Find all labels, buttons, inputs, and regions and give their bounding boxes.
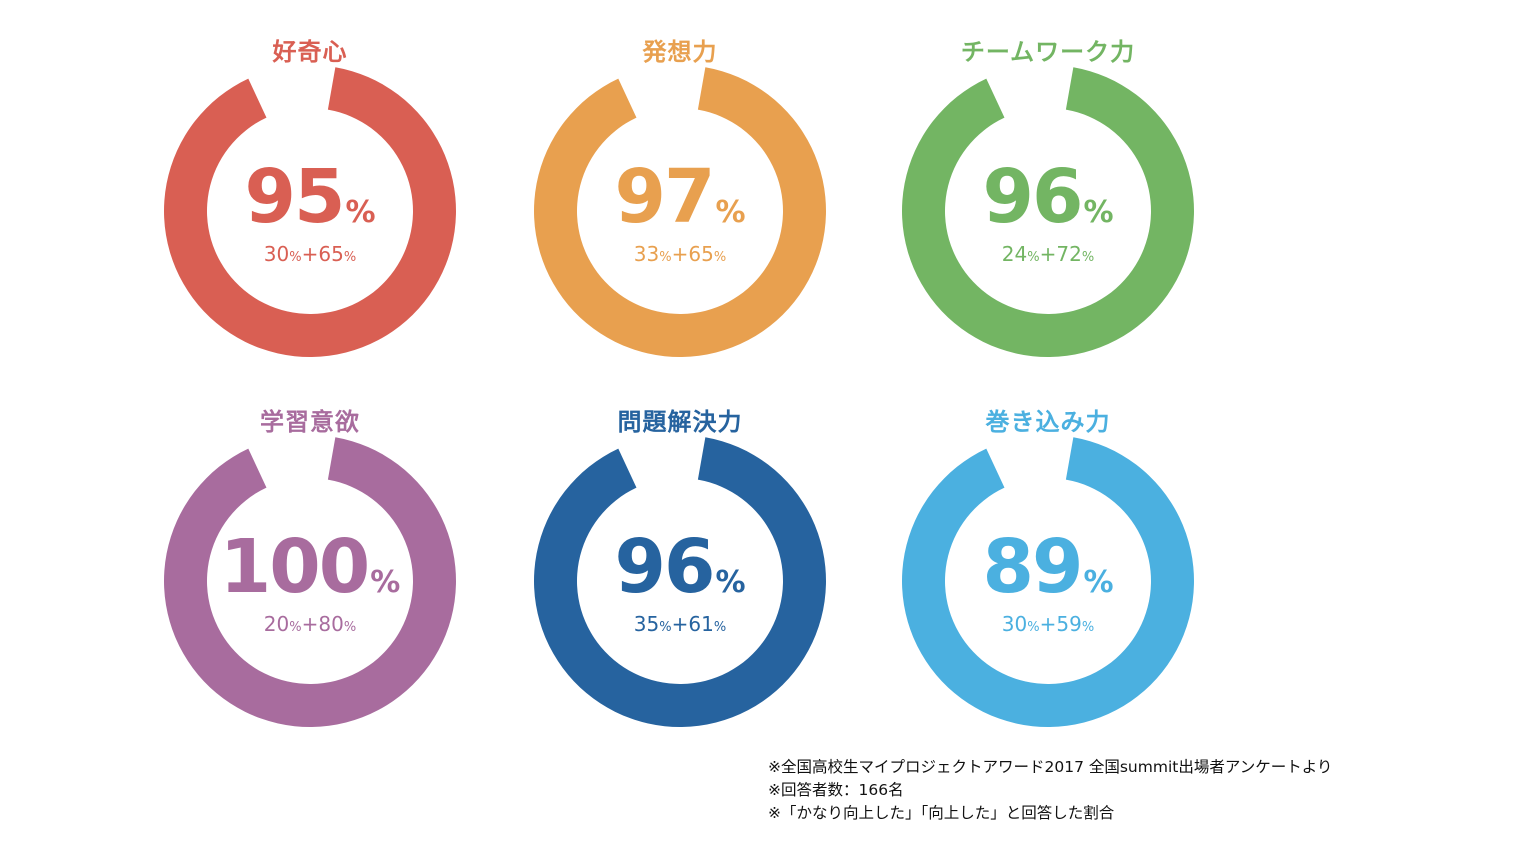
donut-value: 96 (982, 154, 1083, 240)
footnote-respondents: ※回答者数：166名 (768, 781, 904, 799)
donut-ring-svg (902, 437, 1194, 727)
donut-title: 学習意欲 (260, 408, 360, 436)
donut-center-value: 95% (160, 160, 460, 234)
donut-chart-2: 発想力 97% 33%+65% (530, 0, 830, 357)
breakdown-plus: + (671, 242, 689, 266)
donut-ring-svg (902, 67, 1194, 357)
donut-chart-6: 巻き込み力 89% 30%+59% (898, 370, 1198, 727)
breakdown-unit: % (1027, 620, 1040, 635)
breakdown-value: 61 (688, 612, 714, 636)
donut-ring-svg (534, 437, 826, 727)
donut-breakdown: 24%+72% (898, 242, 1198, 266)
donut-chart-1: 好奇心 95% 30%+65% (160, 0, 460, 357)
breakdown-unit: % (713, 620, 727, 635)
breakdown-value: 24 (1001, 242, 1028, 266)
breakdown-value: 59 (1056, 612, 1082, 636)
donut-value-unit: % (715, 195, 746, 230)
breakdown-unit: % (713, 250, 727, 265)
donut-ring-svg (164, 437, 457, 727)
donut-center-value: 89% (898, 530, 1198, 604)
donut-value: 95 (244, 154, 345, 240)
donut-center-value: 100% (160, 530, 460, 604)
donut-title: チームワーク力 (960, 38, 1136, 66)
donut-ring (902, 437, 1194, 727)
breakdown-unit: % (659, 250, 672, 265)
donut-ring-svg (534, 67, 826, 357)
breakdown-unit: % (659, 620, 672, 635)
donut-ring (902, 67, 1194, 357)
donut-center-value: 96% (898, 160, 1198, 234)
donut-title: 好奇心 (272, 38, 348, 66)
donut-ring (534, 437, 826, 727)
breakdown-plus: + (671, 612, 689, 636)
donut-value-unit: % (370, 565, 401, 600)
breakdown-plus: + (301, 612, 319, 636)
breakdown-value: 33 (633, 242, 660, 266)
donut-breakdown: 33%+65% (530, 242, 830, 266)
breakdown-value: 65 (688, 242, 714, 266)
breakdown-plus: + (1039, 242, 1057, 266)
donut-chart-3: チームワーク力 96% 24%+72% (898, 0, 1198, 357)
breakdown-value: 35 (633, 612, 660, 636)
breakdown-unit: % (289, 250, 302, 265)
donut-center-value: 96% (530, 530, 830, 604)
breakdown-value: 65 (318, 242, 344, 266)
breakdown-value: 30 (1001, 612, 1028, 636)
donut-value: 89 (982, 524, 1083, 610)
donut-value-unit: % (1083, 565, 1114, 600)
donut-title: 発想力 (642, 38, 718, 66)
breakdown-value: 72 (1056, 242, 1082, 266)
breakdown-unit: % (343, 620, 357, 635)
donut-chart-5: 問題解決力 96% 35%+61% (530, 370, 830, 727)
donut-breakdown: 20%+80% (160, 612, 460, 636)
donut-value: 96 (614, 524, 715, 610)
donut-breakdown: 30%+59% (898, 612, 1198, 636)
donut-ring (534, 67, 826, 357)
breakdown-plus: + (1039, 612, 1057, 636)
donut-breakdown: 30%+65% (160, 242, 460, 266)
breakdown-value: 30 (263, 242, 290, 266)
donut-value-unit: % (345, 195, 376, 230)
donut-chart-4: 学習意欲 100% 20%+80% (160, 370, 460, 727)
breakdown-unit: % (343, 250, 357, 265)
footnotes: ※全国高校生マイプロジェクトアワード2017 全国summit出場者アンケートよ… (768, 756, 1508, 825)
donut-ring (164, 67, 457, 357)
donut-value: 97 (614, 154, 715, 240)
donut-breakdown: 35%+61% (530, 612, 830, 636)
breakdown-unit: % (1081, 620, 1095, 635)
footnote-definition: ※「かなり向上した」「向上した」と回答した割合 (768, 804, 1115, 822)
footnote-source: ※全国高校生マイプロジェクトアワード2017 全国summit出場者アンケートよ… (768, 758, 1333, 776)
breakdown-plus: + (301, 242, 319, 266)
breakdown-unit: % (289, 620, 302, 635)
donut-center-value: 97% (530, 160, 830, 234)
donut-value-unit: % (715, 565, 746, 600)
breakdown-value: 20 (263, 612, 290, 636)
breakdown-value: 80 (318, 612, 344, 636)
donut-value-unit: % (1083, 195, 1114, 230)
breakdown-unit: % (1081, 250, 1095, 265)
donut-ring-svg (164, 67, 457, 357)
donut-value: 100 (219, 524, 370, 610)
donut-title: 問題解決力 (617, 408, 743, 436)
donut-ring (164, 437, 457, 727)
breakdown-unit: % (1027, 250, 1040, 265)
donut-title: 巻き込み力 (985, 408, 1111, 436)
